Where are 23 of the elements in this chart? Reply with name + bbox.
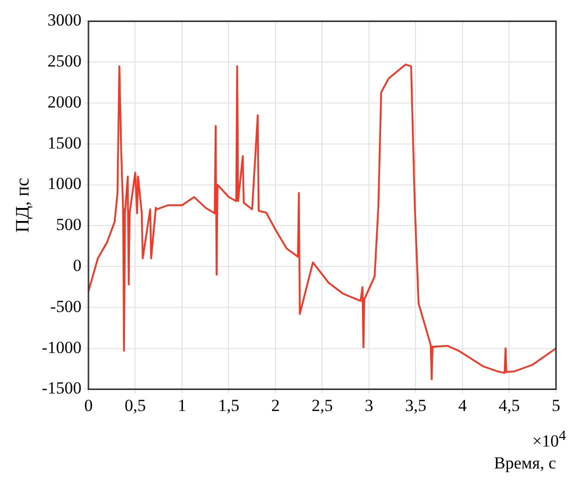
x-tick-label: 3,5 (405, 396, 426, 415)
x-axis-title: Время, с (494, 453, 556, 472)
x-tick-label: 4,5 (498, 396, 520, 415)
y-tick-label: -1500 (42, 378, 82, 398)
x-tick-label: 3 (364, 396, 374, 415)
y-tick-label: 2500 (47, 52, 82, 71)
y-tick-label: 1000 (47, 174, 82, 194)
y-tick-label: 0 (72, 256, 82, 275)
y-tick-label: 1500 (47, 133, 82, 152)
y-tick-label: 500 (56, 215, 82, 234)
y-tick-label: 3000 (47, 10, 82, 30)
x-tick-label: 0,5 (124, 396, 146, 415)
x-tick-label: 5 (552, 396, 560, 415)
y-axis-title: ПД, пс (12, 178, 34, 233)
y-tick-label: -1000 (42, 338, 82, 357)
x-tick-label: 4 (458, 396, 468, 415)
text: ×10$^{4}$ (532, 428, 566, 452)
x-tick-label: 1,5 (218, 396, 240, 415)
y-tick-label: 2000 (47, 92, 82, 112)
x-tick-label: 1 (178, 396, 186, 415)
x-tick-label: 2,5 (312, 396, 333, 415)
y-tick-label: -500 (50, 296, 82, 316)
x-tick-label: 2 (271, 396, 280, 415)
